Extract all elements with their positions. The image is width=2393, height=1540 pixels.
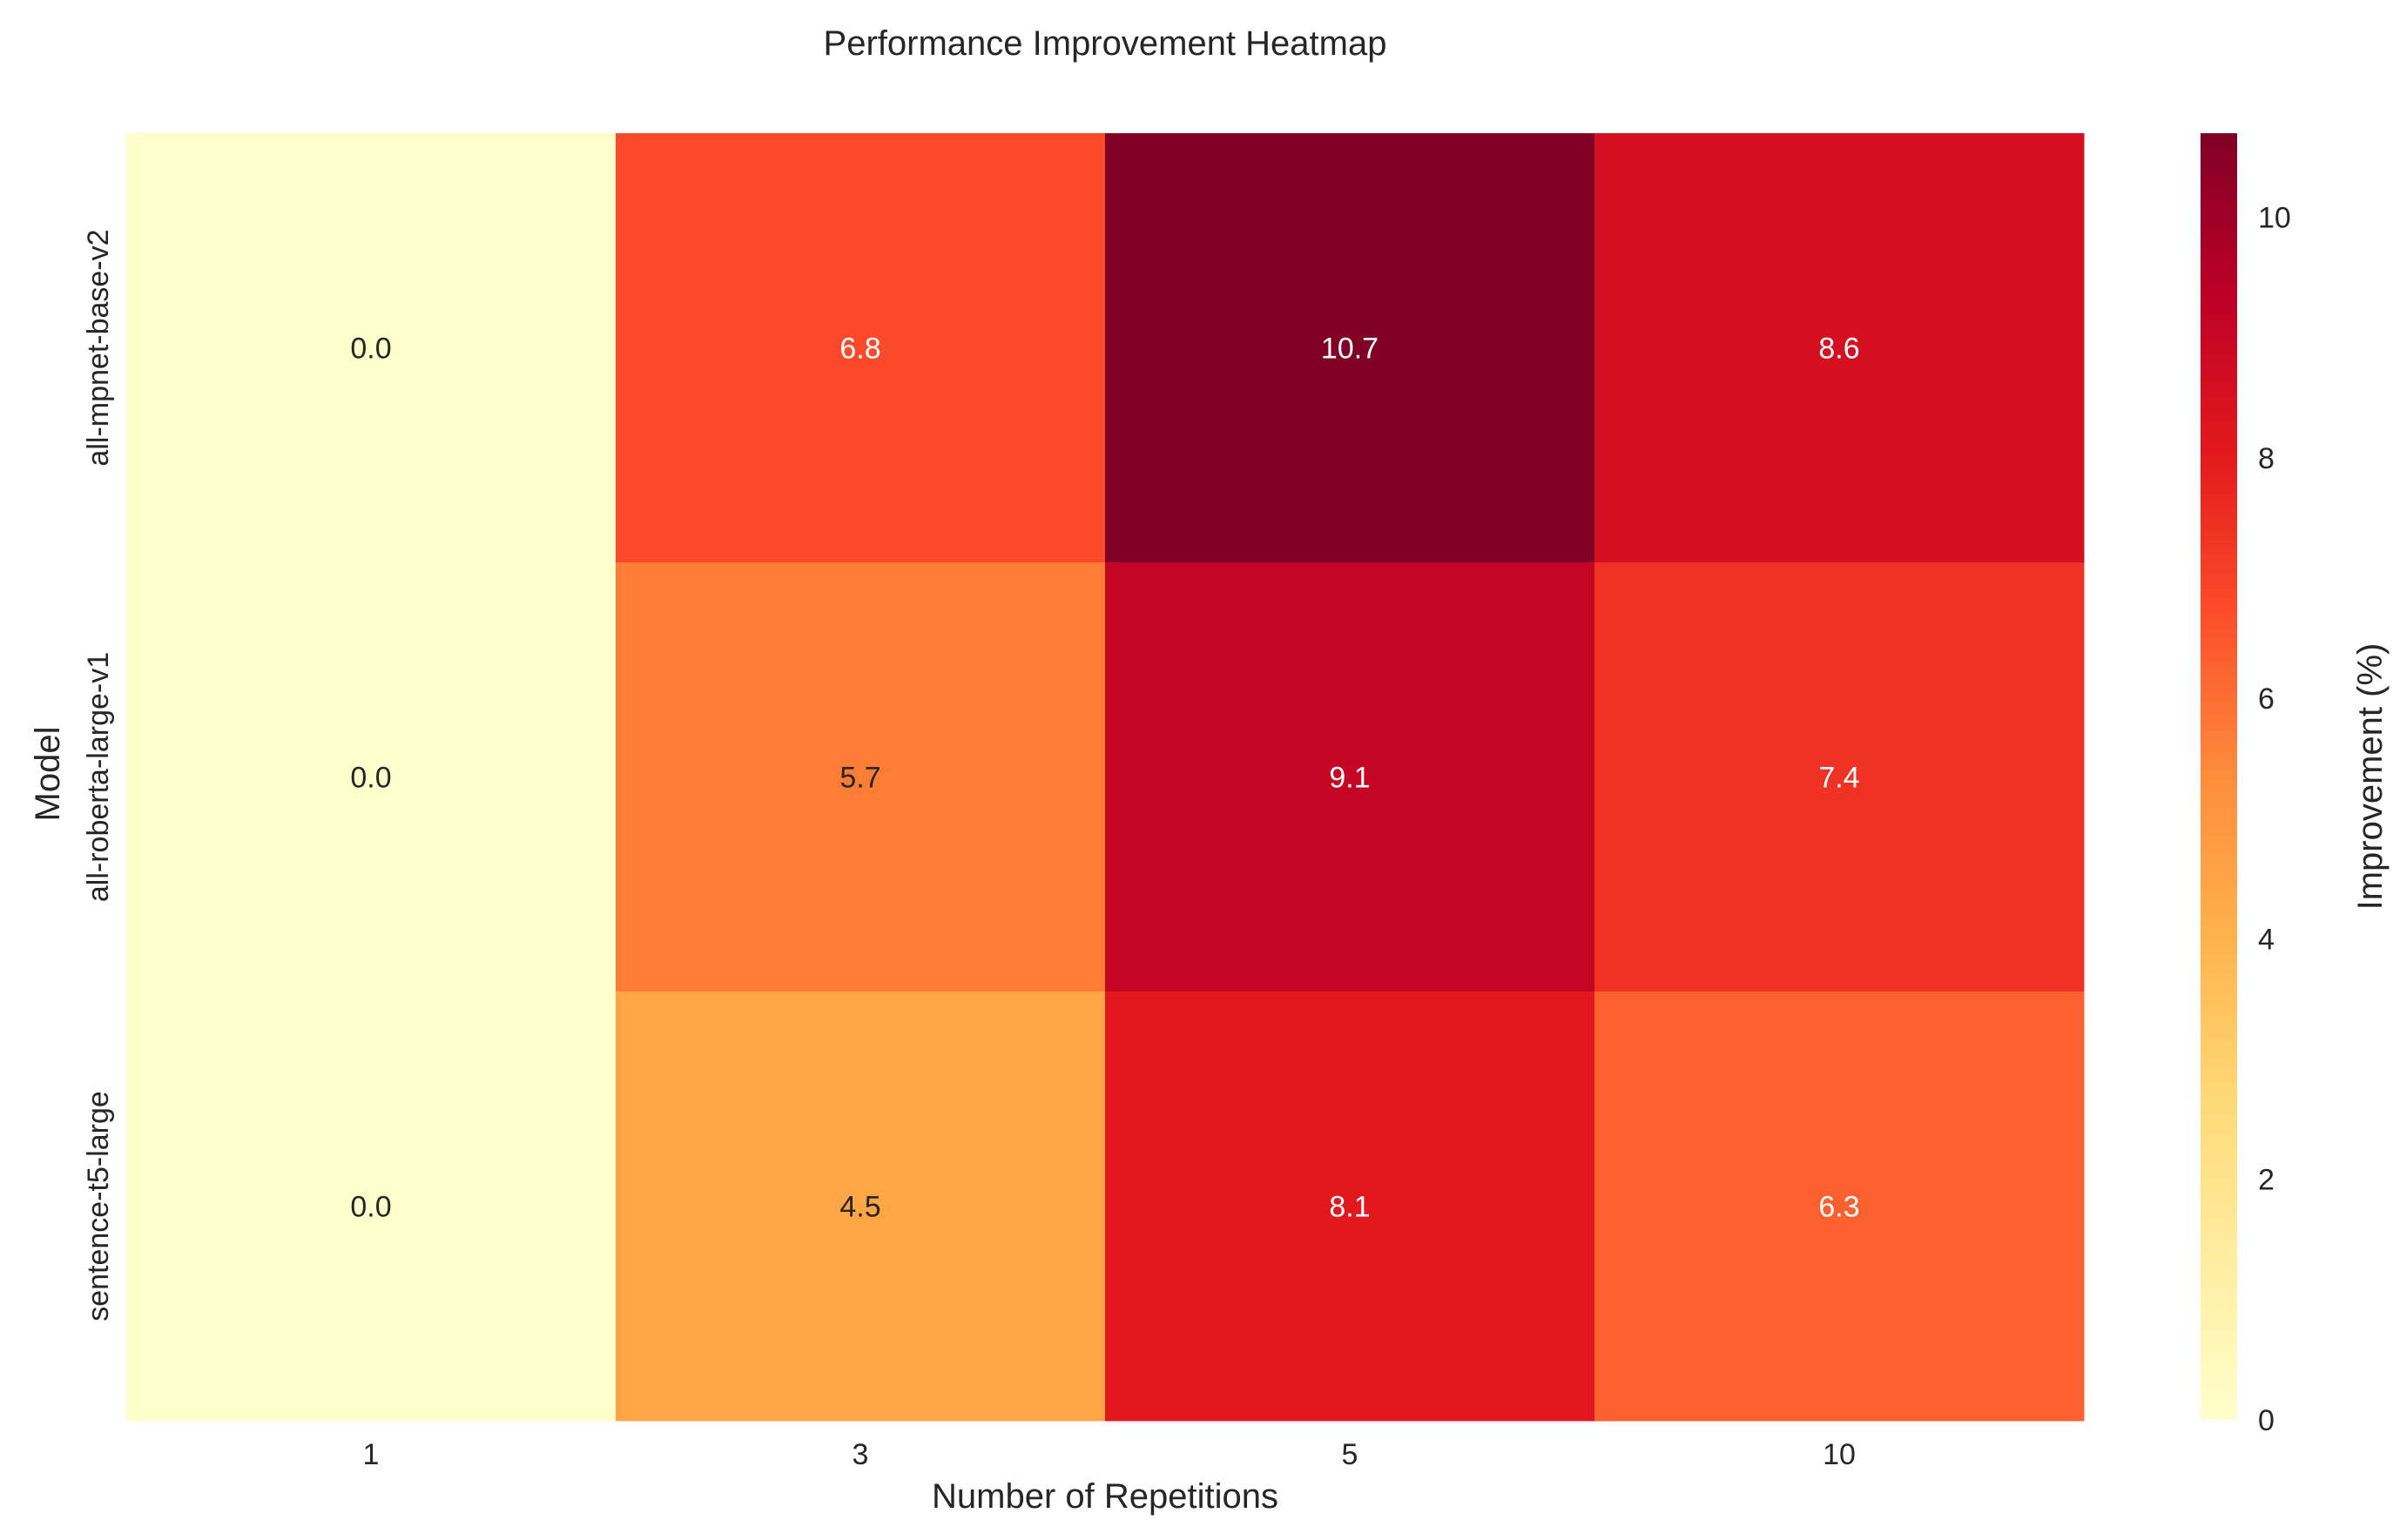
cell-value-label: 0.0	[350, 1191, 391, 1224]
cell-value-label: 8.1	[1329, 1191, 1370, 1224]
y-tick-label: all-mpnet-base-v2	[82, 229, 115, 466]
cell-value-label: 4.5	[839, 1191, 880, 1224]
heatmap-cell	[616, 133, 1106, 563]
heatmap-cell	[126, 562, 617, 992]
cell-value-label: 7.4	[1818, 762, 1859, 795]
heatmap-cell-labels: 0.0 6.8 10.7 8.6 0.0 5.7 9.1 7.4 0.0 4.5 8.1 6.3	[350, 333, 1859, 1224]
heatmap-cell	[1594, 562, 2085, 992]
colorbar-tick-label: 6	[2258, 683, 2275, 716]
x-tick-label: 3	[853, 1438, 869, 1471]
heatmap-cell	[126, 133, 617, 563]
colorbar-tick-label: 2	[2258, 1164, 2275, 1197]
cell-value-label: 0.0	[350, 333, 391, 366]
colorbar-tick-label: 4	[2258, 923, 2275, 956]
cell-value-label: 6.8	[839, 333, 880, 366]
cell-value-label: 8.6	[1818, 333, 1859, 366]
heatmap-cell	[616, 562, 1106, 992]
heatmap-cell	[1105, 992, 1595, 1422]
colorbar-ticks: 0 2 4 6 8 10	[2258, 202, 2291, 1437]
colorbar-tick-label: 0	[2258, 1404, 2275, 1437]
heatmap-cell	[1594, 133, 2085, 563]
cell-value-label: 5.7	[839, 762, 880, 795]
x-axis-ticks: 1 3 5 10	[363, 1438, 1856, 1471]
cell-value-label: 10.7	[1321, 333, 1379, 366]
y-tick-label: sentence-t5-large	[82, 1091, 115, 1321]
heatmap-cell	[1105, 562, 1595, 992]
colorbar-tick-label: 8	[2258, 442, 2275, 475]
colorbar: 0 2 4 6 8 10 Improvement (%)	[2201, 133, 2390, 1437]
x-tick-label: 5	[1342, 1438, 1358, 1471]
y-axis-label: Model	[29, 727, 67, 822]
colorbar-tick-label: 10	[2258, 202, 2291, 235]
cell-value-label: 6.3	[1818, 1191, 1859, 1224]
colorbar-label: Improvement (%)	[2351, 643, 2390, 911]
x-axis-label: Number of Repetitions	[932, 1477, 1278, 1516]
heatmap-cell	[126, 992, 617, 1422]
cell-value-label: 0.0	[350, 762, 391, 795]
cell-value-label: 9.1	[1329, 762, 1370, 795]
heatmap-cells	[126, 133, 2085, 1422]
heatmap-cell	[1105, 133, 1595, 563]
y-tick-label: all-roberta-large-v1	[82, 652, 115, 902]
heatmap-cell	[1594, 992, 2085, 1422]
y-axis-ticks: all-mpnet-base-v2 all-roberta-large-v1 sen…	[82, 229, 115, 1321]
heatmap-cell	[616, 992, 1106, 1422]
x-tick-label: 10	[1823, 1438, 1856, 1471]
chart-title: Performance Improvement Heatmap	[824, 24, 1387, 63]
colorbar-gradient	[2201, 133, 2237, 1420]
x-tick-label: 1	[363, 1438, 380, 1471]
